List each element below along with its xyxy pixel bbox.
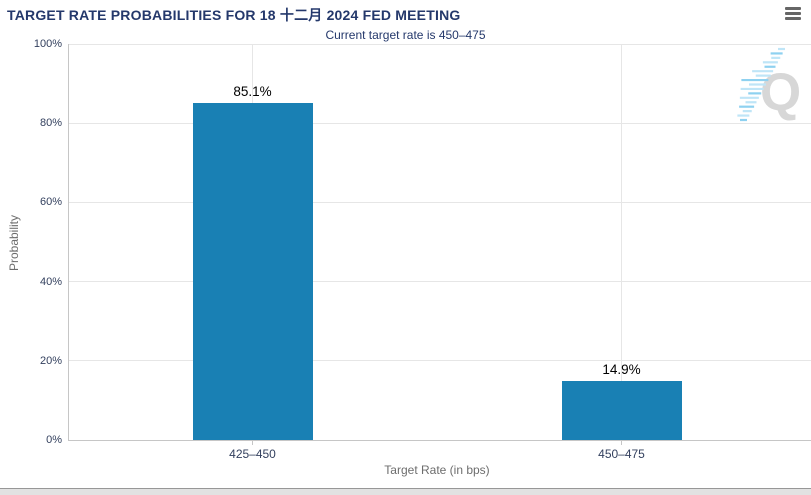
x-axis-tick-mark <box>252 440 253 445</box>
y-gridline <box>68 122 811 124</box>
bar-value-label: 14.9% <box>602 361 641 377</box>
x-axis-category-label: 450–475 <box>598 447 645 461</box>
x-axis-tick-mark <box>621 440 622 445</box>
bottom-divider-bar <box>0 488 811 495</box>
y-gridline <box>68 360 811 362</box>
y-gridline <box>68 281 811 283</box>
x-axis-line <box>68 439 811 441</box>
bar-value-label: 85.1% <box>233 84 272 99</box>
x-axis-category-label: 425–450 <box>229 447 276 461</box>
hamburger-menu-icon[interactable] <box>785 7 801 22</box>
y-axis-tick-label: 100% <box>33 38 62 50</box>
logo-swoosh-dashes <box>737 47 785 122</box>
y-axis-tick-label: 80% <box>39 117 62 130</box>
y-axis-tick-label: 0% <box>46 434 62 446</box>
hamburger-bar <box>785 17 801 20</box>
y-gridline <box>68 201 811 203</box>
probability-bar-450–475[interactable] <box>561 380 682 440</box>
x-gridline <box>621 44 622 440</box>
y-axis-tick-label: 60% <box>39 196 62 209</box>
y-axis-tick-label: 40% <box>39 275 62 288</box>
x-axis-title: Target Rate (in bps) <box>384 463 490 477</box>
logo-q-letter: Q <box>760 63 801 122</box>
y-axis-tick-label: 20% <box>39 354 62 367</box>
y-gridline <box>68 43 811 45</box>
chart-title: TARGET RATE PROBABILITIES FOR 18 十二月 202… <box>7 7 461 23</box>
chart-subtitle: Current target rate is 450–475 <box>325 28 486 42</box>
hamburger-bar <box>785 7 801 10</box>
quikstrike-logo-watermark: Q <box>737 47 801 122</box>
y-axis-line <box>67 44 69 440</box>
hamburger-bar <box>785 12 801 15</box>
probability-bar-425–450[interactable] <box>192 103 313 440</box>
y-axis-title: Probability <box>7 214 21 272</box>
